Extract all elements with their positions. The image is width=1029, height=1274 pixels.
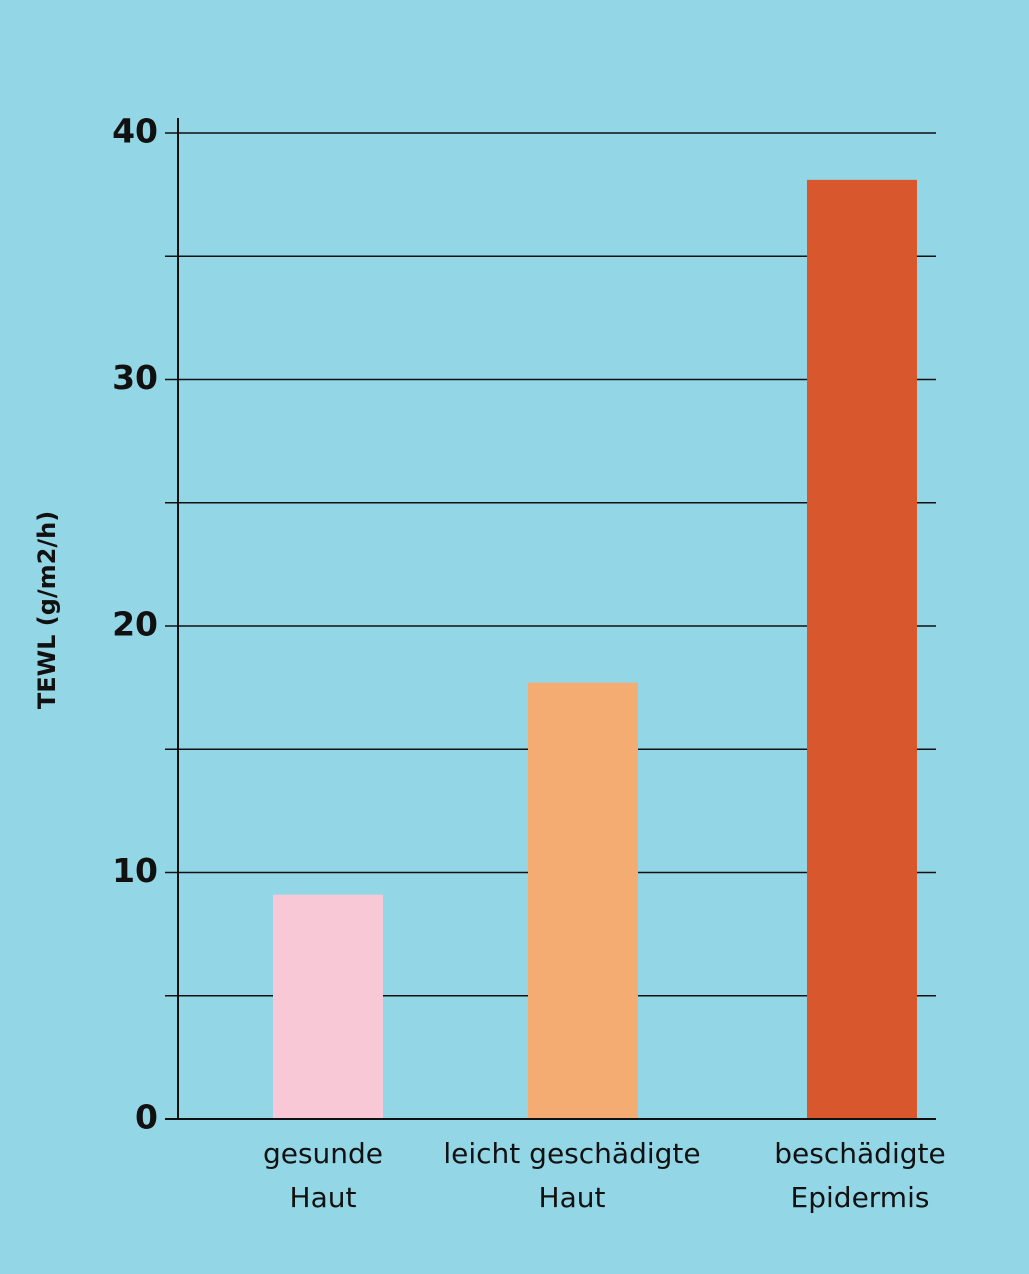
x-tick-label: leicht geschädigte Haut <box>443 1137 701 1214</box>
bar <box>273 894 383 1119</box>
bar <box>528 682 638 1119</box>
y-tick-label: 40 <box>112 112 158 151</box>
y-tick-label: 30 <box>112 358 158 397</box>
y-axis-label: TEWL (g/m2/h) <box>33 511 61 709</box>
x-tick-label: beschädigte Epidermis <box>774 1137 946 1214</box>
x-tick-label: gesunde Haut <box>262 1137 384 1214</box>
y-tick-label: 0 <box>135 1098 158 1137</box>
bar <box>807 179 917 1119</box>
y-tick-label: 10 <box>112 851 158 890</box>
y-tick-label: 20 <box>112 605 158 644</box>
